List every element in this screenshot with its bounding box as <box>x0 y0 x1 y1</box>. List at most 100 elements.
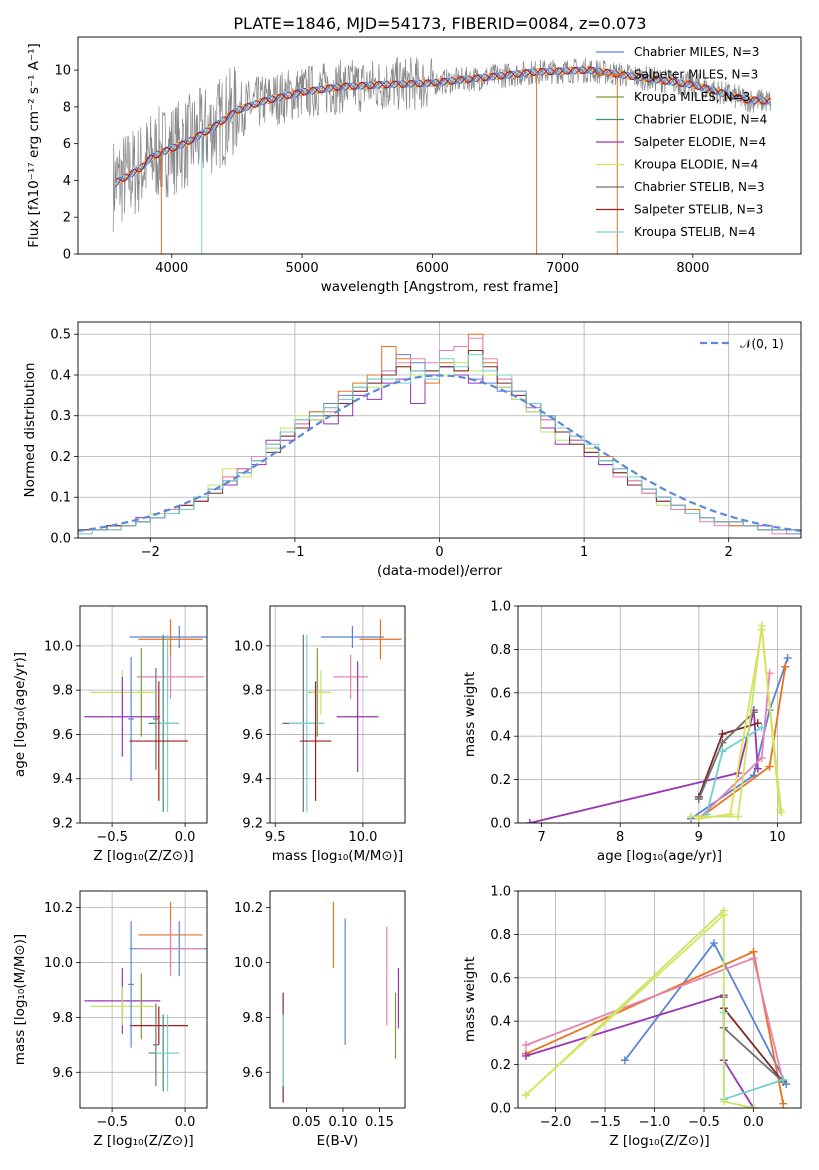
legend-label: Salpeter MILES, N=3 <box>634 68 758 82</box>
weight-marker <box>521 1051 530 1060</box>
x-tick-label: 4000 <box>155 261 188 276</box>
weight-marker <box>749 1104 758 1108</box>
y-tick-label: 1.0 <box>490 885 511 900</box>
weight-marker <box>749 954 758 963</box>
y-tick-label: 9.6 <box>52 728 73 743</box>
weight-marker <box>521 1090 530 1099</box>
histogram-plot <box>78 333 801 538</box>
weight-plot <box>521 906 791 1108</box>
y-tick-label: 0.6 <box>490 686 511 701</box>
y-tick-label: 0.6 <box>490 971 511 986</box>
y-tick-label: 0.4 <box>50 368 71 383</box>
y-tick-label: 9.6 <box>242 728 263 743</box>
weight-marker <box>726 810 735 819</box>
axes-frame <box>517 890 802 1109</box>
y-tick-label: 9.8 <box>242 1011 263 1026</box>
x-tick-label: −2.0 <box>540 1115 572 1130</box>
y-axis-label: mass [log₁₀(M/M⊙)] <box>12 934 28 1065</box>
x-tick-label: −0.5 <box>96 1115 128 1130</box>
x-tick-label: 1 <box>580 545 588 560</box>
x-tick-label: 9.5 <box>265 830 286 845</box>
x-tick-label: 2 <box>725 545 733 560</box>
weight-marker <box>757 753 766 762</box>
y-tick-label: 9.8 <box>242 684 263 699</box>
axes-frame <box>269 890 406 1109</box>
x-axis-label: Z [log₁₀(Z/Z⊙)] <box>609 1133 709 1149</box>
y-tick-label: 9.4 <box>242 772 263 787</box>
errorbar-plot <box>282 619 402 812</box>
weight-marker <box>753 764 762 773</box>
x-tick-label: 7 <box>537 830 545 845</box>
x-tick-label: −0.5 <box>688 1115 720 1130</box>
weight-marker <box>757 723 766 732</box>
y-tick-label: 0.0 <box>490 1102 511 1117</box>
x-tick-label: 5000 <box>286 261 319 276</box>
x-axis-label: Z [log₁₀(Z/Z⊙)] <box>93 848 193 864</box>
x-axis-label: E(B-V) <box>317 1133 359 1149</box>
weight-marker <box>719 1097 728 1106</box>
y-tick-label: 9.8 <box>52 684 73 699</box>
errorbar-plot <box>84 901 207 1092</box>
weight-marker <box>718 730 727 739</box>
axes-frame <box>77 36 802 255</box>
model-spectrum <box>116 66 771 182</box>
weight-marker <box>718 738 727 747</box>
axes-frame <box>517 605 802 824</box>
normal-curve <box>78 374 801 532</box>
y-tick-label: 0.5 <box>50 328 71 343</box>
y-tick-label: 0.1 <box>50 491 71 506</box>
y-axis-label: age [log₁₀(age/yr)] <box>12 652 28 777</box>
y-tick-label: 1.0 <box>490 600 511 615</box>
weight-series <box>525 993 755 1108</box>
x-tick-label: 9 <box>695 830 703 845</box>
x-tick-label: 0.0 <box>175 830 196 845</box>
y-tick-label: 0.3 <box>50 409 71 424</box>
legend-label: Chabrier ELODIE, N=4 <box>634 113 767 127</box>
y-tick-label: 0.4 <box>490 1015 511 1030</box>
weight-series <box>529 709 759 823</box>
weight-marker <box>765 762 774 771</box>
y-tick-label: 0.8 <box>490 928 511 943</box>
y-tick-label: 10.0 <box>44 956 73 971</box>
errorbar-plot <box>84 619 207 812</box>
weight-marker <box>709 939 718 948</box>
y-tick-label: 10.2 <box>44 901 73 916</box>
y-tick-label: 0.8 <box>490 643 511 658</box>
legend-label: Kroupa MILES, N=3 <box>634 90 750 104</box>
y-tick-label: 8 <box>63 100 71 115</box>
y-axis-label: mass weight <box>462 957 478 1042</box>
x-tick-label: 8 <box>616 830 624 845</box>
figure-title: PLATE=1846, MJD=54173, FIBERID=0084, z=0… <box>233 14 646 33</box>
y-axis-label: Flux [fλ10⁻¹⁷ erg cm⁻² s⁻¹ A⁻¹] <box>26 43 42 248</box>
x-axis-label: mass [log₁₀(M/M⊙)] <box>272 848 403 864</box>
legend-label: Chabrier STELIB, N=3 <box>634 180 765 194</box>
y-tick-label: 0.0 <box>50 532 71 547</box>
legend-label: Chabrier MILES, N=3 <box>634 45 759 59</box>
x-tick-label: 7000 <box>546 261 579 276</box>
y-tick-label: 4 <box>63 174 71 189</box>
y-tick-label: 9.6 <box>242 1066 263 1081</box>
legend-label: Kroupa STELIB, N=4 <box>634 225 756 239</box>
axes-frame <box>269 605 406 824</box>
x-tick-label: 0.10 <box>328 1115 357 1130</box>
y-tick-label: 10.0 <box>44 639 73 654</box>
y-tick-label: 9.2 <box>242 817 263 832</box>
spectrum-plot <box>112 56 772 254</box>
errorbar-plot <box>282 901 400 1103</box>
x-axis-label: Z [log₁₀(Z/Z⊙)] <box>93 1133 193 1149</box>
histogram-series <box>78 354 801 538</box>
weight-series <box>723 1007 784 1083</box>
weight-marker <box>734 812 743 821</box>
x-tick-label: −1.0 <box>639 1115 671 1130</box>
model-spectrum <box>115 66 772 186</box>
legend-label: 𝒩(0, 1) <box>740 337 784 351</box>
x-tick-label: 0.15 <box>365 1115 394 1130</box>
y-tick-label: 0.2 <box>490 1058 511 1073</box>
legend-label: Salpeter ELODIE, N=4 <box>634 135 766 149</box>
y-tick-label: 2 <box>63 211 71 226</box>
y-tick-label: 0 <box>63 248 71 263</box>
weight-marker <box>779 1099 788 1108</box>
weight-marker <box>777 808 786 817</box>
y-tick-label: 9.6 <box>52 1066 73 1081</box>
